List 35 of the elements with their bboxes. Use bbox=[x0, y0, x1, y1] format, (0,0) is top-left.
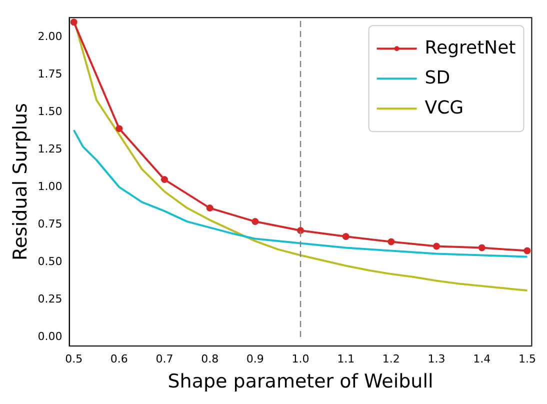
x-tick-label: 1.4 bbox=[473, 352, 491, 366]
x-tick-label: 0.8 bbox=[201, 352, 219, 366]
x-tick-label: 0.7 bbox=[156, 352, 174, 366]
legend-label: VCG bbox=[424, 97, 464, 118]
point bbox=[116, 125, 123, 132]
point bbox=[252, 218, 259, 226]
point bbox=[388, 238, 395, 246]
y-tick-label: 2.00 bbox=[38, 30, 62, 43]
y-tick-label: 0.00 bbox=[38, 330, 62, 343]
x-tick-label: 1.3 bbox=[428, 352, 446, 366]
x-tick-label: 0.9 bbox=[246, 352, 264, 366]
y-tick-label: 1.50 bbox=[38, 104, 62, 118]
point bbox=[342, 233, 350, 240]
x-tick-label: 1.2 bbox=[382, 352, 400, 366]
y-tick-label: 0.50 bbox=[38, 254, 62, 268]
x-tick-label: 1.0 bbox=[292, 352, 310, 366]
point bbox=[70, 18, 78, 26]
point bbox=[206, 204, 214, 212]
y-axis-title: Residual Surplus bbox=[9, 103, 32, 261]
point bbox=[478, 244, 486, 252]
x-tick-label: 0.6 bbox=[110, 352, 128, 366]
legend-label: RegretNet bbox=[424, 37, 516, 58]
point bbox=[524, 247, 531, 254]
y-tick-label: 1.75 bbox=[38, 67, 62, 80]
x-tick-label: 1.1 bbox=[337, 352, 355, 366]
legend-label: SD bbox=[424, 67, 450, 88]
x-tick-label: 0.5 bbox=[65, 352, 83, 366]
y-tick-label: 0.75 bbox=[38, 217, 62, 230]
x-tick-label: 1.5 bbox=[518, 352, 536, 366]
y-tick-label: 1.25 bbox=[38, 142, 62, 156]
point bbox=[161, 176, 168, 184]
x-axis-title: Shape parameter of Weibull bbox=[168, 370, 434, 393]
y-tick-label: 0.25 bbox=[38, 292, 62, 306]
point bbox=[433, 242, 440, 250]
y-tick-label: 1.00 bbox=[38, 180, 62, 193]
